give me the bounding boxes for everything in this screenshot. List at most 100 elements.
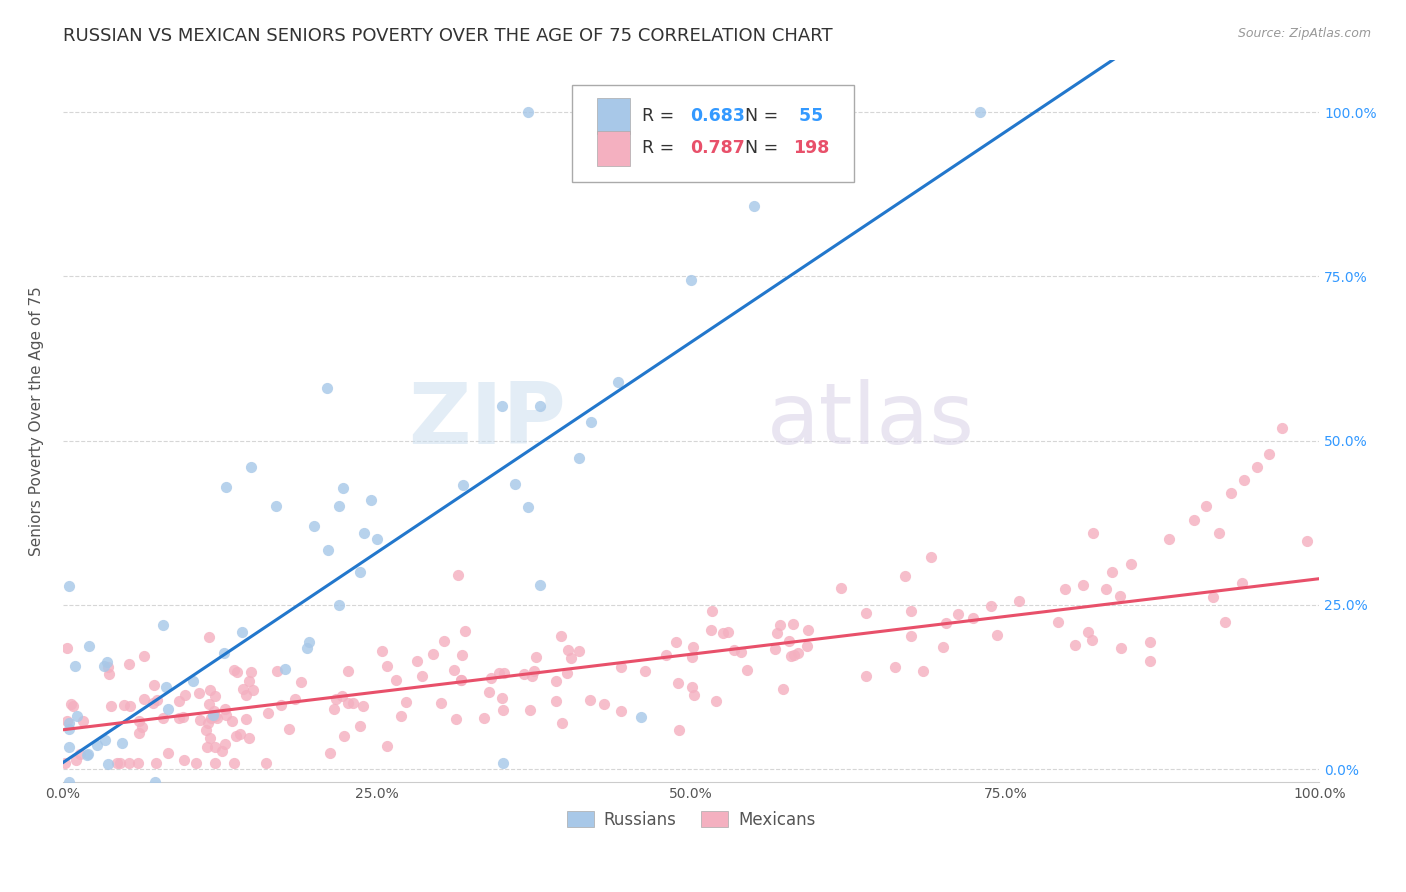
Point: [1271, 420, 1294, 434]
Point: [1071, 578, 1094, 592]
Point: [529, 399, 551, 413]
Point: [1139, 654, 1161, 668]
Point: [1054, 582, 1077, 596]
Point: [772, 681, 794, 696]
Point: [96, 656, 118, 670]
FancyBboxPatch shape: [598, 98, 630, 134]
Point: [172, 710, 194, 724]
Text: atlas: atlas: [766, 379, 974, 462]
Point: [630, 709, 652, 723]
Point: [169, 694, 191, 708]
Point: [204, 709, 226, 723]
Point: [716, 625, 738, 640]
Point: [254, 756, 277, 770]
Point: [194, 723, 217, 738]
Point: [155, 680, 177, 694]
Point: [157, 746, 180, 760]
Point: [215, 480, 238, 494]
Point: [912, 664, 935, 678]
Point: [778, 634, 800, 648]
Point: [523, 664, 546, 678]
Point: [316, 542, 339, 557]
Point: [447, 567, 470, 582]
Point: [198, 697, 221, 711]
Point: [204, 756, 226, 770]
Point: [76, 747, 98, 762]
Point: [231, 625, 253, 640]
Point: [969, 105, 991, 120]
Point: [451, 478, 474, 492]
Point: [315, 381, 337, 395]
Point: [568, 450, 591, 465]
Point: [232, 682, 254, 697]
Point: [342, 696, 364, 710]
Point: [704, 694, 727, 708]
Point: [337, 696, 360, 710]
Text: 55: 55: [793, 107, 823, 125]
Point: [472, 711, 495, 725]
Point: [450, 673, 472, 687]
Point: [430, 696, 453, 710]
Point: [665, 634, 688, 648]
Point: [1083, 526, 1105, 541]
Legend: Russians, Mexicans: Russians, Mexicans: [560, 804, 823, 836]
Point: [214, 702, 236, 716]
Point: [270, 698, 292, 712]
Point: [142, 697, 165, 711]
Point: [349, 719, 371, 733]
Point: [920, 549, 942, 564]
Point: [730, 645, 752, 659]
Point: [375, 659, 398, 673]
Text: RUSSIAN VS MEXICAN SENIORS POVERTY OVER THE AGE OF 75 CORRELATION CHART: RUSSIAN VS MEXICAN SENIORS POVERTY OVER …: [63, 27, 832, 45]
Point: [735, 663, 758, 677]
Text: 0.787: 0.787: [690, 139, 745, 158]
Point: [197, 716, 219, 731]
Point: [555, 665, 578, 680]
Point: [94, 733, 117, 747]
Point: [204, 689, 226, 703]
Point: [352, 699, 374, 714]
Point: [1296, 533, 1319, 548]
Text: 198: 198: [793, 139, 830, 158]
Point: [58, 716, 80, 731]
Point: [118, 657, 141, 672]
Point: [491, 399, 513, 413]
Point: [634, 664, 657, 678]
Text: R =: R =: [643, 139, 681, 158]
Point: [491, 691, 513, 706]
Point: [796, 639, 818, 653]
Point: [682, 688, 704, 702]
Point: [319, 746, 342, 760]
Point: [174, 689, 197, 703]
Point: [546, 694, 568, 708]
Text: Source: ZipAtlas.com: Source: ZipAtlas.com: [1237, 27, 1371, 40]
Point: [278, 723, 301, 737]
Point: [152, 617, 174, 632]
Point: [240, 460, 263, 475]
Point: [666, 675, 689, 690]
Point: [238, 731, 260, 745]
Point: [100, 698, 122, 713]
Point: [290, 675, 312, 690]
Point: [55, 714, 77, 728]
Point: [557, 643, 579, 657]
FancyBboxPatch shape: [572, 85, 855, 183]
Point: [769, 618, 792, 632]
Point: [1109, 589, 1132, 603]
Point: [349, 565, 371, 579]
Point: [546, 674, 568, 689]
Point: [488, 665, 510, 680]
Point: [1213, 615, 1236, 630]
Point: [779, 649, 801, 664]
Point: [855, 607, 877, 621]
Text: R =: R =: [643, 107, 681, 125]
Point: [454, 624, 477, 638]
Point: [284, 692, 307, 706]
Point: [1202, 590, 1225, 604]
Point: [360, 493, 382, 508]
FancyBboxPatch shape: [598, 131, 630, 166]
Point: [1246, 460, 1268, 475]
Point: [512, 667, 534, 681]
Point: [205, 711, 228, 725]
Point: [830, 581, 852, 595]
